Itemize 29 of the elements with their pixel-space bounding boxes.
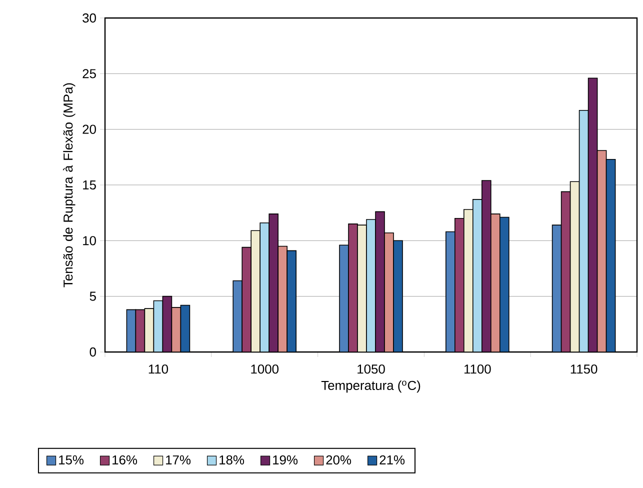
y-tick-label: 15 <box>83 180 96 190</box>
legend-label: 16% <box>112 455 138 465</box>
bar <box>588 78 598 352</box>
bar <box>180 304 190 352</box>
legend-label: 19% <box>273 455 298 465</box>
y-axis-title: Tensão de Ruptura à Flexão (MPa) <box>63 83 76 288</box>
y-tick-label: 30 <box>82 13 96 23</box>
y-tick-label: 25 <box>82 69 96 78</box>
x-tick-label: 1050 <box>358 364 385 374</box>
y-tick-label: 10 <box>83 236 96 246</box>
bar <box>153 300 164 352</box>
x-tick-label: 1000 <box>251 364 279 374</box>
bar <box>552 224 562 352</box>
y-tick-label: 5 <box>90 292 96 301</box>
legend-label: 18% <box>220 455 244 465</box>
x-tick-label: 1100 <box>464 364 491 374</box>
bar <box>162 296 172 352</box>
legend-label: 17% <box>166 455 191 464</box>
y-tick-label: 20 <box>82 124 96 134</box>
bar <box>606 158 616 352</box>
bar <box>126 309 136 352</box>
bar <box>578 110 589 352</box>
legend-label: 20% <box>326 455 352 465</box>
x-axis-title: Temperatura ($^{o}$C) <box>321 380 420 393</box>
y-tick-label: 0 <box>90 347 96 357</box>
x-tick-label: 1150 <box>570 364 598 374</box>
x-tick-label: 110 <box>148 364 168 374</box>
legend-label: 21% <box>380 455 405 464</box>
legend-label: 15% <box>59 455 84 464</box>
